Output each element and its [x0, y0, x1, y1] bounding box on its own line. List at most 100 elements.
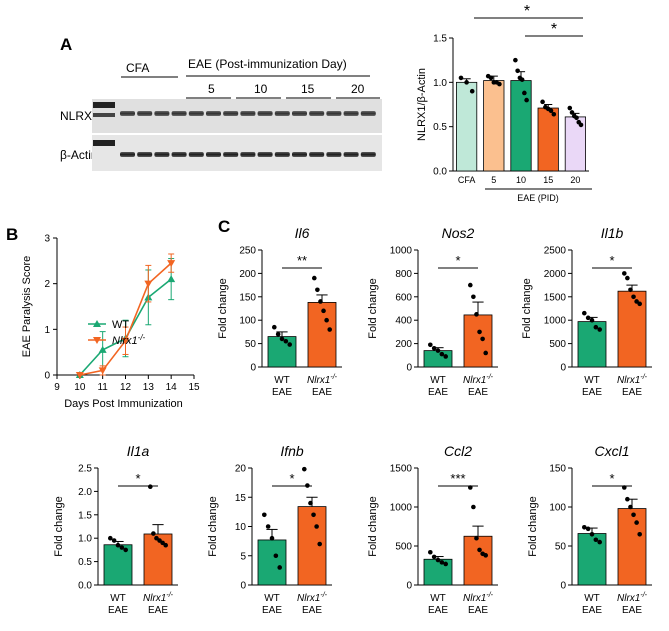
data-point: [589, 532, 595, 537]
y-axis-label: EAE Paralysis Score: [21, 256, 33, 357]
y-axis-label: Fold change: [207, 496, 219, 557]
blot-band-actin: [206, 152, 221, 157]
data-point: [468, 282, 473, 288]
data-point: [519, 77, 525, 82]
blot-band-nlrx1: [137, 111, 153, 116]
data-point: [262, 512, 267, 518]
blot-band-nlrx1: [206, 111, 221, 116]
data-point: [585, 315, 591, 321]
data-point: [578, 122, 584, 128]
y-tick-label: 3: [44, 234, 50, 245]
y-tick-label: 0.0: [433, 167, 447, 178]
x-tick-label: 15: [543, 175, 553, 185]
data-point: [428, 342, 433, 348]
x-tick-label: 11: [97, 382, 108, 393]
y-tick-label: 100: [549, 503, 566, 514]
bar-2: [617, 508, 647, 586]
bar-2: [463, 314, 493, 368]
data-point: [275, 331, 281, 337]
chart-b-legend: WT Nlrx1-/-: [88, 319, 146, 347]
y-tick-label: 1.0: [433, 78, 447, 89]
y-tick-label: 20: [235, 464, 247, 475]
data-point: [569, 110, 575, 115]
data-point: [327, 327, 333, 332]
x-tick-label-ko-sup: -/-: [486, 592, 493, 599]
data-point: [524, 97, 529, 103]
data-point: [428, 549, 433, 555]
data-point: [458, 75, 464, 81]
x-tick-label-ko-eae: EAE: [468, 605, 488, 616]
x-tick-label-ko: Nlrx1-/-: [297, 592, 328, 604]
data-point: [302, 466, 307, 472]
blot-day-5: 5: [208, 82, 215, 96]
blot-day-20: 20: [351, 82, 365, 96]
y-axis-label: NLRX1/β-Actin: [416, 68, 428, 141]
x-tick-label-ko-sup: -/-: [166, 592, 173, 599]
y-tick-label: 2.5: [78, 464, 92, 475]
data-point: [163, 542, 168, 548]
y-tick-label: 1.0: [78, 534, 92, 545]
y-tick-label: 250: [239, 246, 256, 257]
y-tick-label: 600: [395, 292, 412, 303]
blot-ladder-band: [93, 102, 115, 108]
data-point: [582, 310, 587, 316]
data-point: [111, 538, 117, 543]
y-tick-label: 1500: [544, 292, 567, 303]
data-point: [477, 329, 482, 335]
data-point: [98, 367, 107, 375]
legend-wt-marker: [93, 320, 101, 327]
data-point: [315, 287, 320, 293]
x-tick-label-ko-name: Nlrx1: [463, 593, 486, 604]
data-point: [431, 554, 437, 560]
data-point: [551, 111, 557, 117]
y-axis-label: Fold change: [367, 496, 379, 557]
data-point: [471, 504, 476, 510]
blot-band-actin: [171, 152, 187, 157]
data-point: [631, 294, 636, 300]
x-tick-label-wt-eae: EAE: [272, 387, 292, 398]
y-tick-label: 2.0: [78, 487, 92, 498]
x-tick-label-ko: Nlrx1-/-: [617, 592, 648, 604]
data-point: [283, 338, 289, 344]
x-tick-label-ko: Nlrx1-/-: [143, 592, 174, 604]
significance-label: ***: [450, 471, 465, 486]
y-axis-label: Fold change: [217, 278, 229, 339]
chart-title: Ccl2: [444, 443, 472, 459]
data-point: [272, 324, 277, 330]
significance-label: **: [297, 253, 307, 268]
data-point: [593, 324, 599, 330]
blot-eae-label: EAE (Post-immunization Day): [188, 57, 347, 71]
y-tick-label: 150: [239, 292, 256, 303]
y-tick-label: 2000: [544, 269, 567, 280]
blot-ladder-band: [93, 140, 115, 146]
x-axis-label: EAE (PID): [517, 193, 559, 203]
x-tick-label-wt-eae: EAE: [108, 605, 128, 616]
y-tick-label: 0: [560, 363, 566, 374]
blot-band-nlrx1: [274, 111, 290, 116]
data-point: [435, 557, 441, 563]
data-point: [167, 260, 176, 268]
blot-band-actin: [137, 152, 153, 157]
data-point: [151, 531, 156, 536]
y-tick-label: 800: [395, 269, 412, 280]
data-point: [631, 512, 636, 518]
data-point: [167, 275, 176, 283]
data-point: [515, 68, 520, 74]
data-point: [321, 308, 326, 314]
data-point: [625, 496, 630, 502]
chart-title: Il1a: [127, 443, 150, 459]
x-tick-label: 10: [74, 382, 86, 393]
data-point: [148, 484, 153, 490]
data-point: [540, 99, 545, 105]
x-tick-label-ko-eae: EAE: [622, 605, 642, 616]
x-tick-label-ko: Nlrx1-/-: [463, 592, 494, 604]
x-tick-label: 12: [120, 382, 132, 393]
data-point: [625, 275, 630, 281]
significance-label: *: [455, 253, 460, 268]
x-tick-label: 9: [54, 382, 60, 393]
x-tick-label-ko: Nlrx1-/-: [463, 374, 494, 386]
